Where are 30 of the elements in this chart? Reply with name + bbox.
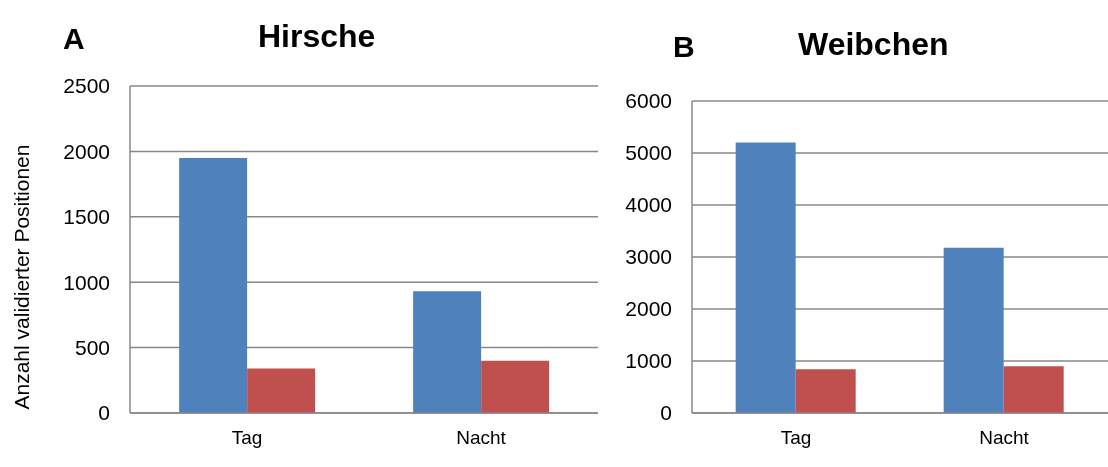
text: B	[673, 30, 695, 64]
y-tick-label: 500	[74, 336, 110, 360]
bar	[795, 369, 856, 413]
y-axis-title: Anzahl validierter Positionen	[10, 144, 34, 410]
y-tick-label: 2500	[63, 74, 110, 98]
chart-title: Weibchen	[798, 26, 949, 63]
bar	[179, 157, 248, 413]
bar	[943, 247, 1004, 413]
y-tick-label: 0	[98, 401, 110, 425]
bar	[247, 368, 316, 413]
y-tick-label: 4000	[625, 193, 672, 217]
bar	[1003, 366, 1064, 413]
bar	[735, 142, 796, 413]
y-tick-label: 1000	[63, 270, 110, 294]
y-tick-label: 6000	[625, 89, 672, 113]
x-tick-label: Nacht	[979, 427, 1030, 449]
y-tick-label: 1500	[63, 205, 110, 229]
y-tick-label: 2000	[625, 297, 672, 321]
text: A	[63, 22, 85, 56]
y-tick-label: 2000	[63, 139, 110, 163]
bar	[481, 360, 550, 413]
y-tick-label: 0	[660, 401, 672, 425]
y-tick-label: 5000	[625, 141, 672, 165]
bar	[413, 291, 482, 413]
x-tick-label: Nacht	[456, 427, 507, 449]
x-tick-label: Tag	[231, 427, 263, 449]
y-tick-label: 1000	[625, 349, 672, 373]
y-tick-label: 3000	[625, 245, 672, 269]
chart-title: Hirsche	[258, 18, 376, 55]
x-tick-label: Tag	[780, 427, 812, 449]
